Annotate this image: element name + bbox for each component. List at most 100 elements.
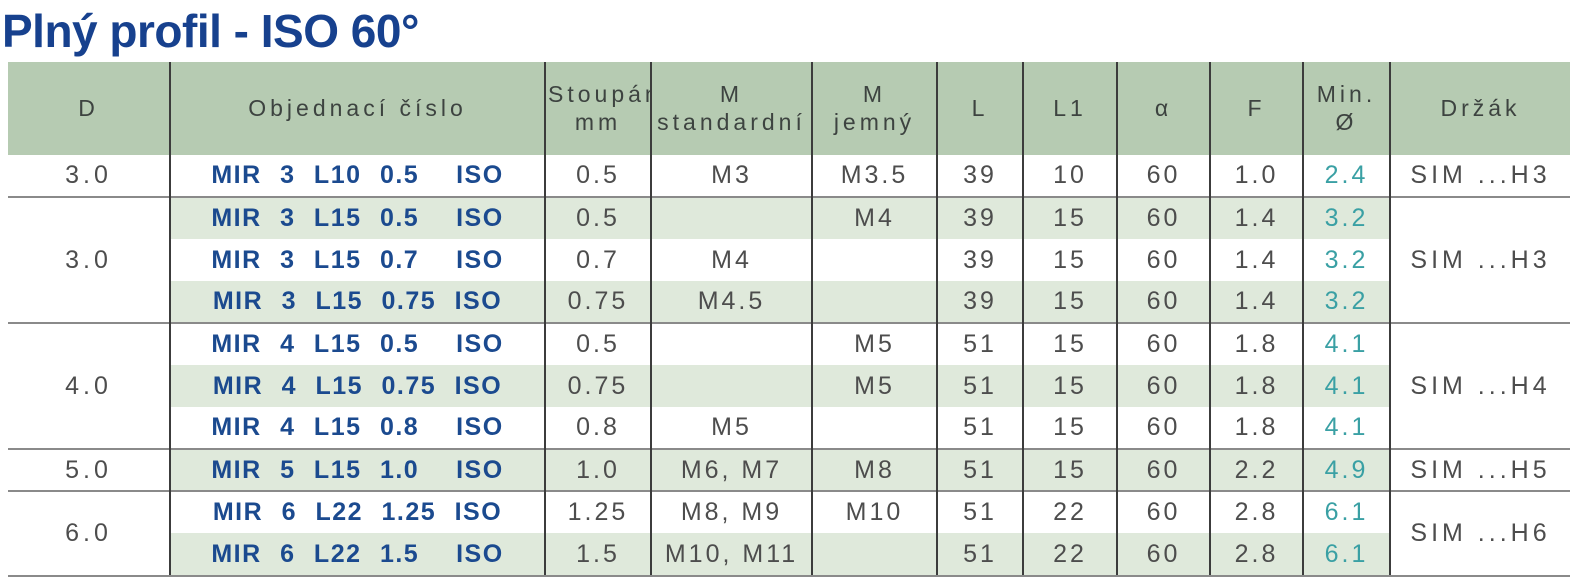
cell-alpha: 60 [1116, 281, 1210, 323]
cell-f: 1.4 [1209, 239, 1303, 281]
cell-m-fine [811, 281, 937, 323]
cell-l: 51 [936, 490, 1023, 533]
cell-l: 39 [936, 155, 1023, 197]
cell-m-standard: M4.5 [650, 281, 812, 323]
cell-m-standard [650, 196, 812, 239]
cell-m-standard: M5 [650, 407, 812, 449]
table-row: MIR 3 L15 0.7 ISO 0.7 M4 39 15 60 1.4 3.… [8, 239, 1570, 281]
cell-alpha: 60 [1116, 155, 1210, 197]
cell-m-fine: M4 [811, 196, 937, 239]
col-header-order-number: Objednací číslo [169, 62, 545, 155]
cell-alpha: 60 [1116, 239, 1210, 281]
cell-m-fine [811, 239, 937, 281]
table-row: 6.0 MIR 6 L22 1.25 ISO 1.25 M8, M9 M10 5… [8, 490, 1570, 575]
table-row: MIR 3 L15 0.75 ISO 0.75 M4.5 39 15 60 1.… [8, 281, 1570, 323]
cell-d: 3.0 [8, 155, 170, 197]
cell-m-fine: M5 [811, 365, 937, 407]
col-header-pitch: Stoupání mm [544, 62, 651, 155]
cell-min-diameter: 4.1 [1302, 322, 1390, 365]
cell-m-standard: M8, M9 [650, 490, 812, 533]
cell-m-standard: M10, M11 [650, 533, 812, 575]
cell-alpha: 60 [1116, 322, 1210, 365]
table-row: MIR 6 L22 1.5 ISO 1.5 M10, M11 51 22 60 … [8, 533, 1570, 575]
cell-alpha: 60 [1116, 533, 1210, 575]
page-title: Plný profil - ISO 60° [2, 5, 419, 57]
cell-alpha: 60 [1116, 196, 1210, 239]
cell-alpha: 60 [1116, 365, 1210, 407]
cell-d: 5.0 [8, 448, 170, 491]
cell-l1: 15 [1022, 196, 1117, 239]
table-row: 3.0 MIR 3 L15 0.5 ISO 0.5 M4 39 15 60 1.… [8, 196, 1570, 323]
col-header-f: F [1209, 62, 1303, 155]
cell-holder: SIM ...H5 [1389, 448, 1570, 491]
cell-l: 39 [936, 281, 1023, 323]
cell-m-standard [650, 322, 812, 365]
spec-table: D Objednací číslo Stoupání mm M standard… [8, 62, 1570, 575]
cell-f: 1.0 [1209, 155, 1303, 197]
cell-pitch: 0.75 [544, 281, 651, 323]
cell-l1: 15 [1022, 407, 1117, 449]
cell-order-number: MIR 3 L15 0.5 ISO [169, 196, 545, 239]
title-bar: Plný profil - ISO 60° [0, 0, 1577, 62]
cell-order-number: MIR 6 L22 1.5 ISO [169, 533, 545, 575]
cell-alpha: 60 [1116, 407, 1210, 449]
cell-min-diameter: 6.1 [1302, 533, 1390, 575]
cell-pitch: 1.5 [544, 533, 651, 575]
cell-min-diameter: 2.4 [1302, 155, 1390, 197]
cell-l1: 22 [1022, 533, 1117, 575]
cell-m-standard: M3 [650, 155, 812, 197]
cell-min-diameter: 4.9 [1302, 448, 1390, 491]
col-header-l: L [936, 62, 1023, 155]
cell-l1: 22 [1022, 490, 1117, 533]
cell-d: 4.0 [8, 322, 170, 449]
col-header-holder: Držák [1389, 62, 1570, 155]
cell-pitch: 0.5 [544, 196, 651, 239]
col-header-m-standard: M standardní [650, 62, 812, 155]
cell-l: 51 [936, 322, 1023, 365]
cell-m-fine [811, 533, 937, 575]
cell-l: 51 [936, 407, 1023, 449]
cell-l1: 15 [1022, 448, 1117, 491]
cell-m-fine: M8 [811, 448, 937, 491]
cell-min-diameter: 3.2 [1302, 196, 1390, 239]
cell-l1: 15 [1022, 365, 1117, 407]
cell-f: 1.8 [1209, 365, 1303, 407]
cell-min-diameter: 3.2 [1302, 239, 1390, 281]
cell-l1: 15 [1022, 239, 1117, 281]
cell-order-number: MIR 6 L22 1.25 ISO [169, 490, 545, 533]
cell-pitch: 0.75 [544, 365, 651, 407]
cell-f: 1.8 [1209, 322, 1303, 365]
cell-m-fine: M5 [811, 322, 937, 365]
cell-m-standard: M6, M7 [650, 448, 812, 491]
cell-order-number: MIR 4 L15 0.5 ISO [169, 322, 545, 365]
cell-pitch: 1.0 [544, 448, 651, 491]
cell-f: 2.8 [1209, 490, 1303, 533]
cell-pitch: 1.25 [544, 490, 651, 533]
cell-l1: 15 [1022, 281, 1117, 323]
cell-l: 51 [936, 365, 1023, 407]
cell-alpha: 60 [1116, 448, 1210, 491]
cell-l: 39 [936, 196, 1023, 239]
col-header-d: D [8, 62, 170, 155]
cell-m-standard [650, 365, 812, 407]
header-row: D Objednací číslo Stoupání mm M standard… [8, 62, 1570, 155]
cell-holder: SIM ...H3 [1389, 196, 1570, 323]
cell-holder: SIM ...H3 [1389, 155, 1570, 197]
cell-min-diameter: 4.1 [1302, 407, 1390, 449]
table-row: 4.0 MIR 4 L15 0.5 ISO 0.5 M5 51 15 60 1.… [8, 322, 1570, 449]
cell-pitch: 0.8 [544, 407, 651, 449]
cell-order-number: MIR 5 L15 1.0 ISO [169, 448, 545, 491]
cell-l: 51 [936, 533, 1023, 575]
table-row: 3.0 MIR 3 L10 0.5 ISO 0.5 M3 M3.5 39 10 … [8, 155, 1570, 197]
col-header-alpha: α [1116, 62, 1210, 155]
table-row: MIR 4 L15 0.8 ISO 0.8 M5 51 15 60 1.8 4.… [8, 407, 1570, 449]
cell-l: 51 [936, 448, 1023, 491]
col-header-m-fine: M jemný [811, 62, 937, 155]
cell-m-fine: M10 [811, 490, 937, 533]
cell-m-fine [811, 407, 937, 449]
cell-min-diameter: 6.1 [1302, 490, 1390, 533]
cell-holder: SIM ...H4 [1389, 322, 1570, 449]
cell-m-standard: M4 [650, 239, 812, 281]
cell-holder: SIM ...H6 [1389, 490, 1570, 575]
